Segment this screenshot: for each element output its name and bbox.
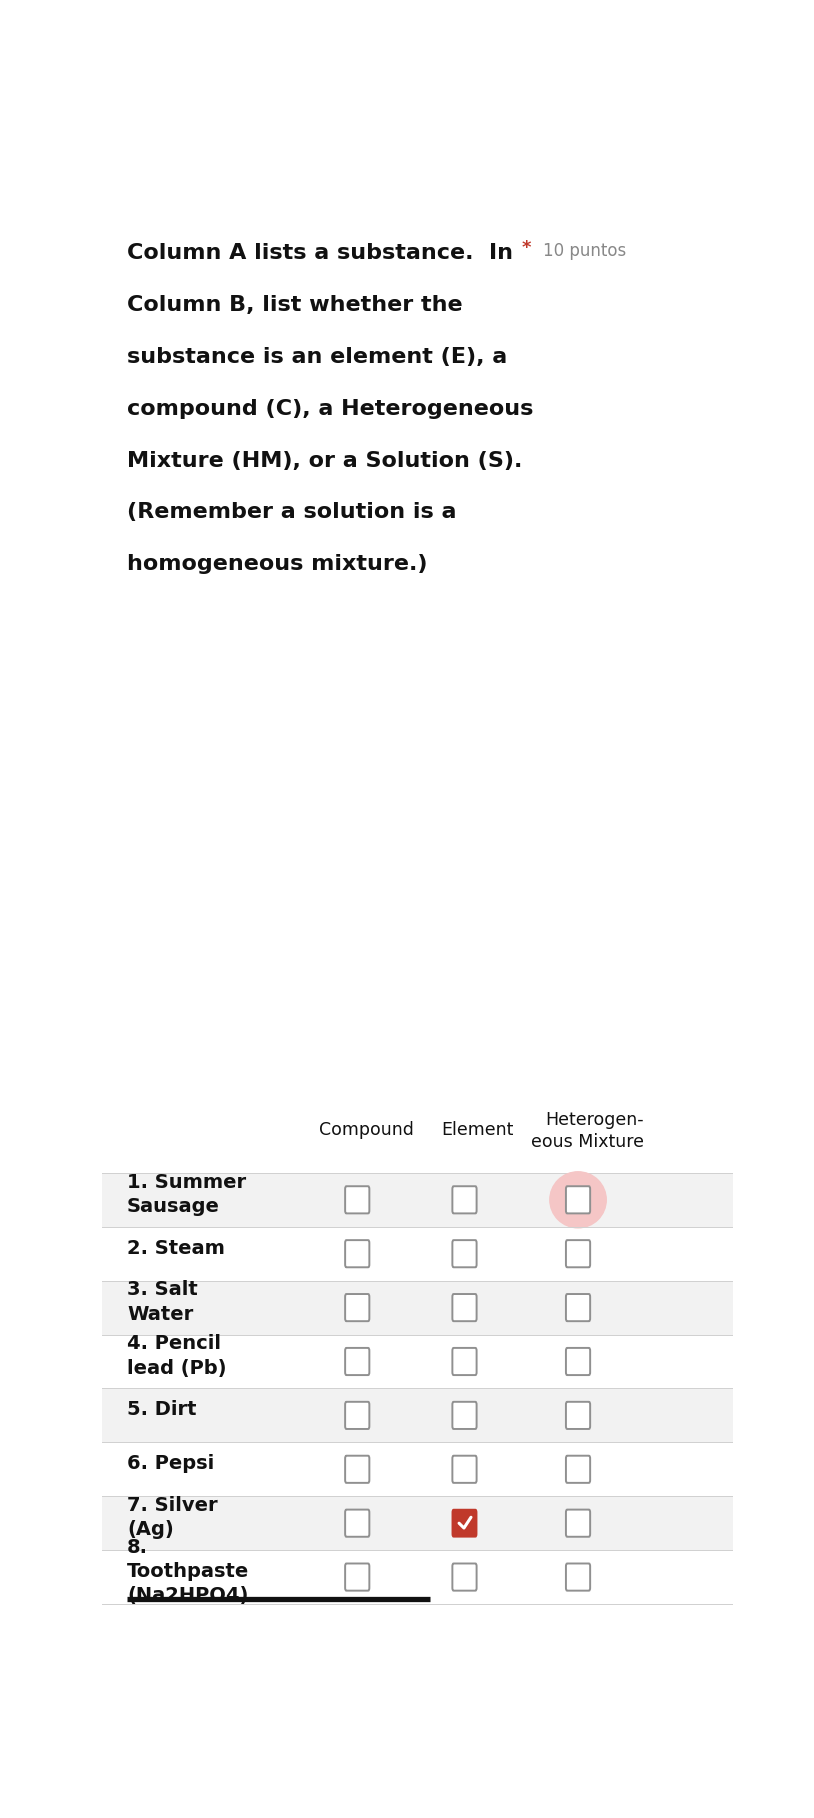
FancyBboxPatch shape bbox=[453, 1402, 477, 1429]
FancyBboxPatch shape bbox=[453, 1456, 477, 1483]
Text: 2. Steam: 2. Steam bbox=[127, 1238, 225, 1258]
FancyBboxPatch shape bbox=[453, 1185, 477, 1213]
FancyBboxPatch shape bbox=[102, 1442, 733, 1496]
Text: 3. Salt
Water: 3. Salt Water bbox=[127, 1280, 198, 1324]
FancyBboxPatch shape bbox=[566, 1294, 590, 1322]
Text: substance is an element (E), a: substance is an element (E), a bbox=[127, 347, 507, 367]
FancyBboxPatch shape bbox=[345, 1185, 370, 1213]
FancyBboxPatch shape bbox=[102, 1551, 733, 1603]
FancyBboxPatch shape bbox=[453, 1509, 477, 1536]
FancyBboxPatch shape bbox=[102, 1389, 733, 1442]
FancyBboxPatch shape bbox=[566, 1185, 590, 1213]
Text: *: * bbox=[521, 240, 531, 256]
FancyBboxPatch shape bbox=[566, 1347, 590, 1374]
Text: Column A lists a substance.  In: Column A lists a substance. In bbox=[127, 244, 513, 264]
Text: compound (C), a Heterogeneous: compound (C), a Heterogeneous bbox=[127, 398, 533, 418]
Ellipse shape bbox=[549, 1173, 606, 1227]
Text: Column B, list whether the: Column B, list whether the bbox=[127, 295, 462, 315]
Text: homogeneous mixture.): homogeneous mixture.) bbox=[127, 554, 427, 574]
Text: 10 puntos: 10 puntos bbox=[544, 242, 627, 260]
FancyBboxPatch shape bbox=[453, 1347, 477, 1374]
FancyBboxPatch shape bbox=[102, 1496, 733, 1551]
Text: Mixture (HM), or a Solution (S).: Mixture (HM), or a Solution (S). bbox=[127, 451, 523, 471]
FancyBboxPatch shape bbox=[345, 1347, 370, 1374]
FancyBboxPatch shape bbox=[566, 1563, 590, 1591]
Text: 8.
Toothpaste
(Na2HPO4): 8. Toothpaste (Na2HPO4) bbox=[127, 1538, 249, 1605]
FancyBboxPatch shape bbox=[453, 1563, 477, 1591]
FancyBboxPatch shape bbox=[566, 1402, 590, 1429]
FancyBboxPatch shape bbox=[453, 1240, 477, 1267]
FancyBboxPatch shape bbox=[453, 1294, 477, 1322]
FancyBboxPatch shape bbox=[345, 1294, 370, 1322]
FancyBboxPatch shape bbox=[566, 1456, 590, 1483]
FancyBboxPatch shape bbox=[345, 1456, 370, 1483]
Text: 7. Silver
(Ag): 7. Silver (Ag) bbox=[127, 1496, 217, 1540]
Text: 6. Pepsi: 6. Pepsi bbox=[127, 1454, 214, 1473]
Text: 4. Pencil
lead (Pb): 4. Pencil lead (Pb) bbox=[127, 1334, 226, 1378]
Text: 5. Dirt: 5. Dirt bbox=[127, 1400, 196, 1420]
Text: Heterogen-
eous Mixture: Heterogen- eous Mixture bbox=[531, 1111, 644, 1151]
FancyBboxPatch shape bbox=[345, 1240, 370, 1267]
FancyBboxPatch shape bbox=[345, 1402, 370, 1429]
FancyBboxPatch shape bbox=[345, 1509, 370, 1536]
FancyBboxPatch shape bbox=[566, 1240, 590, 1267]
Text: Compound: Compound bbox=[319, 1122, 414, 1140]
FancyBboxPatch shape bbox=[102, 1280, 733, 1334]
FancyBboxPatch shape bbox=[345, 1563, 370, 1591]
Text: Element: Element bbox=[441, 1122, 514, 1140]
FancyBboxPatch shape bbox=[102, 1173, 733, 1227]
FancyBboxPatch shape bbox=[566, 1509, 590, 1536]
Text: 1. Summer
Sausage: 1. Summer Sausage bbox=[127, 1173, 246, 1216]
FancyBboxPatch shape bbox=[102, 1334, 733, 1389]
Text: (Remember a solution is a: (Remember a solution is a bbox=[127, 502, 457, 522]
FancyBboxPatch shape bbox=[102, 1227, 733, 1280]
